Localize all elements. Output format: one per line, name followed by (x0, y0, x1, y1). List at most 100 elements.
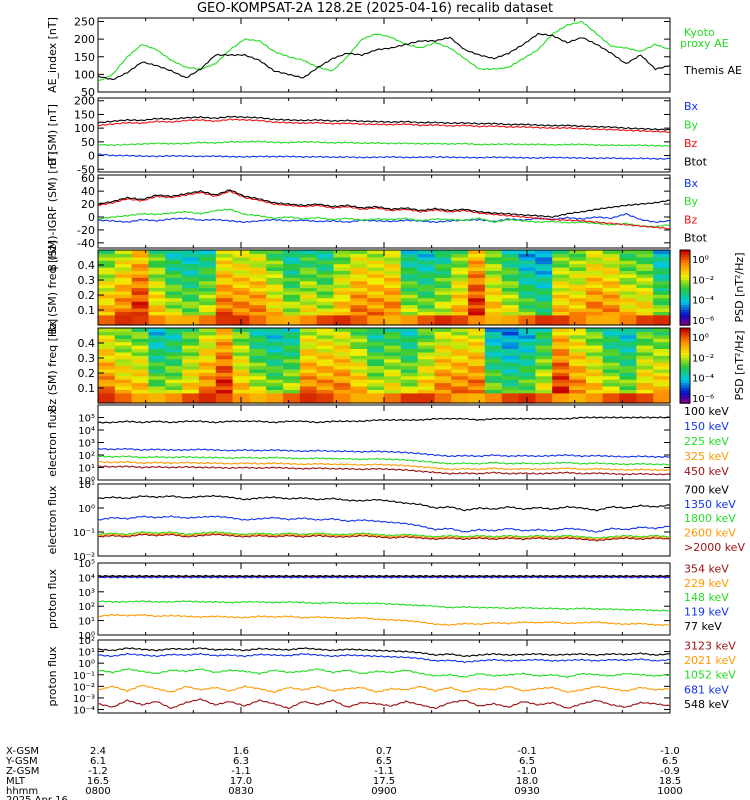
colorbar-step (680, 340, 690, 344)
heatmap-cell (232, 375, 250, 380)
heatmap-cell (114, 396, 133, 401)
x-axis-row-label: MLT (6, 776, 26, 787)
y-tick-label: 200 (74, 33, 95, 46)
heatmap-cell (384, 318, 402, 323)
heatmap-cell (333, 270, 351, 275)
heatmap-cell (585, 297, 604, 302)
heatmap-cell (98, 399, 116, 404)
heatmap-cell (182, 368, 200, 373)
heatmap-cell (569, 348, 587, 353)
heatmap-cell (400, 294, 419, 299)
heatmap-cell (114, 267, 133, 271)
heatmap-cell (249, 250, 267, 254)
heatmap-cell (384, 308, 402, 312)
heatmap-cell (569, 399, 587, 404)
heatmap-cell (148, 328, 166, 332)
heatmap-cell (249, 331, 267, 336)
heatmap-cell (619, 379, 637, 384)
heatmap-cell (384, 280, 402, 285)
heatmap-cell (249, 277, 267, 282)
heatmap-cell (468, 263, 486, 268)
heatmap-cell (114, 328, 133, 332)
heatmap-cell (114, 253, 133, 258)
heatmap-cell (249, 304, 267, 309)
heatmap-cell (619, 345, 637, 349)
heatmap-cell (602, 338, 621, 343)
heatmap-cell (434, 256, 452, 261)
heatmap-cell (299, 334, 318, 339)
heatmap-cell (602, 328, 621, 332)
heatmap-cell (266, 328, 284, 332)
heatmap-cell (98, 345, 116, 349)
heatmap-cell (266, 318, 284, 323)
heatmap-cell (484, 311, 503, 316)
heatmap-cell (569, 328, 587, 332)
heatmap-cell (182, 270, 200, 275)
heatmap-cell (434, 389, 452, 394)
legend-entry: 681 keV (684, 683, 729, 696)
heatmap-cell (198, 287, 217, 292)
heatmap-cell (653, 304, 671, 309)
heatmap-cell (400, 256, 419, 261)
heatmap-cell (585, 263, 604, 268)
series-line-bz (97, 118, 671, 133)
heatmap-cell (350, 362, 368, 367)
colorbar-step (680, 348, 690, 352)
heatmap-cell (215, 358, 234, 363)
heatmap-cell (350, 321, 368, 326)
heatmap-cell (569, 277, 587, 282)
heatmap-cell (400, 338, 419, 343)
colorbar-step (680, 385, 690, 389)
heatmap-cell (636, 386, 654, 390)
heatmap-cell (384, 392, 402, 397)
heatmap-cell (400, 290, 419, 295)
heatmap-cell (602, 253, 621, 258)
heatmap-cell (484, 338, 503, 343)
heatmap-cell (653, 277, 671, 282)
colorbar-frame (679, 327, 691, 404)
heatmap-cell (653, 328, 671, 332)
x-axis-value: -1.1 (231, 766, 251, 777)
heatmap-cell (215, 256, 234, 261)
heatmap-cell (619, 348, 637, 353)
heatmap-cell (182, 321, 200, 326)
heatmap-cell (602, 273, 621, 278)
legend-entry: 700 keV (684, 483, 729, 496)
colorbar-step (680, 297, 690, 301)
heatmap-cell (299, 399, 318, 404)
heatmap-cell (484, 396, 503, 401)
series-line-1052-kev (97, 668, 671, 679)
heatmap-cell (434, 334, 452, 339)
heatmap-cell (552, 351, 570, 356)
heatmap-cell (182, 389, 200, 394)
heatmap-cell (148, 250, 166, 254)
y-tick-label: 10¹ (78, 464, 95, 475)
heatmap-cell (215, 351, 234, 356)
heatmap-cell (198, 260, 217, 265)
heatmap-cell (619, 287, 637, 292)
heatmap-cell (367, 372, 385, 377)
heatmap-cell (619, 372, 637, 377)
heatmap-cell (316, 375, 335, 380)
heatmap-cell (602, 345, 621, 349)
heatmap-cell (585, 308, 604, 312)
heatmap-cell (98, 301, 116, 306)
heatmap-cell (585, 273, 604, 278)
heatmap-cell (400, 308, 419, 312)
heatmap-cell (299, 280, 318, 285)
date-label: 2025 Apr 16 (6, 795, 68, 800)
heatmap-cell (283, 396, 301, 401)
heatmap-cell (384, 314, 402, 319)
heatmap-cell (198, 250, 217, 254)
heatmap-cell (400, 304, 419, 309)
heatmap-cell (333, 379, 351, 384)
heatmap-cell (131, 253, 149, 258)
y-axis-label: proton flux (46, 646, 59, 706)
colorbar-step (680, 388, 690, 392)
heatmap-cell (283, 280, 301, 285)
colorbar-step (680, 252, 690, 256)
heatmap-cell (400, 334, 419, 339)
heatmap-cell (569, 256, 587, 261)
heatmap-cell (165, 345, 183, 349)
heatmap-cell (266, 308, 284, 312)
